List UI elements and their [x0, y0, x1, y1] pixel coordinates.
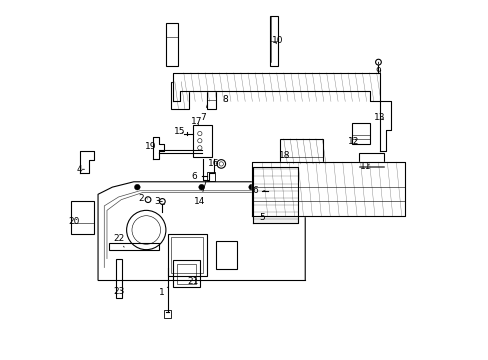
Text: 15: 15	[173, 127, 185, 136]
Bar	[167, 234, 206, 276]
Circle shape	[248, 184, 254, 190]
Bar	[206, 89, 216, 109]
Bar	[216, 241, 237, 269]
Bar	[171, 237, 203, 273]
Text: 20: 20	[68, 217, 79, 226]
Polygon shape	[251, 162, 405, 216]
Text: 8: 8	[222, 95, 227, 104]
Bar	[116, 258, 122, 298]
Bar	[176, 264, 196, 284]
Text: 21: 21	[187, 277, 199, 286]
Text: 1: 1	[159, 287, 167, 297]
Bar	[71, 202, 94, 234]
Bar	[206, 172, 214, 181]
Bar	[280, 139, 323, 164]
Text: 17: 17	[190, 117, 202, 126]
Text: 10: 10	[272, 36, 283, 45]
Bar	[351, 123, 369, 144]
Polygon shape	[173, 73, 380, 102]
Text: 4: 4	[77, 165, 84, 174]
Text: 7: 7	[200, 105, 207, 122]
Text: 2: 2	[139, 194, 147, 203]
Bar	[165, 23, 178, 66]
Text: 22: 22	[114, 234, 125, 247]
Bar	[164, 310, 171, 318]
Text: 5: 5	[259, 213, 264, 222]
Circle shape	[198, 184, 204, 190]
Bar	[269, 16, 278, 66]
Text: 6: 6	[252, 186, 264, 195]
Text: 14: 14	[194, 181, 206, 206]
Text: 19: 19	[145, 141, 156, 150]
Bar	[171, 82, 189, 109]
Bar	[267, 186, 275, 195]
Text: 16: 16	[207, 159, 219, 168]
Text: 11: 11	[360, 162, 371, 171]
Text: 18: 18	[278, 151, 290, 160]
Text: 13: 13	[373, 113, 385, 122]
Bar	[108, 243, 159, 249]
Text: 6: 6	[190, 172, 202, 181]
Bar	[192, 125, 212, 157]
Text: 3: 3	[154, 197, 162, 206]
Text: 23: 23	[113, 287, 124, 296]
Circle shape	[134, 184, 140, 190]
Bar	[173, 260, 200, 287]
Bar	[358, 153, 383, 173]
Polygon shape	[253, 167, 298, 223]
Text: 9: 9	[375, 62, 381, 76]
Text: 12: 12	[347, 137, 358, 146]
